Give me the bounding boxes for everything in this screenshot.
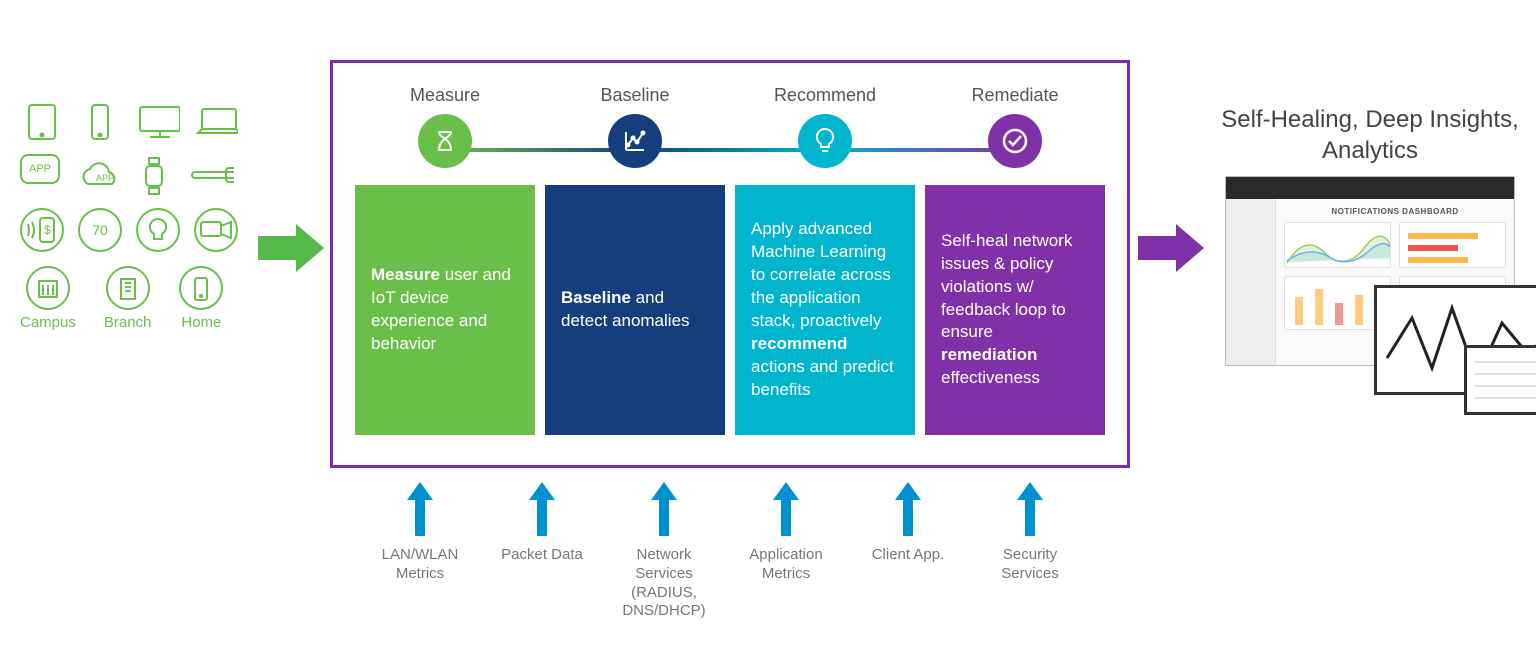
card-remediate: Self-heal network issues & policy violat… xyxy=(925,185,1105,435)
ingest-item: Security Services xyxy=(975,480,1085,621)
ingest-label: Network Services (RADIUS, DNS/DHCP) xyxy=(609,546,719,621)
ingest-item: Packet Data xyxy=(487,480,597,621)
stage-label: Recommend xyxy=(774,85,876,106)
card-recommend: Apply advanced Machine Learning to corre… xyxy=(735,185,915,435)
ingest-label: Security Services xyxy=(975,546,1085,584)
ingest-label: Application Metrics xyxy=(731,546,841,584)
up-arrow-icon xyxy=(1015,480,1045,540)
location-branch: Branch xyxy=(104,266,152,331)
ingest-item: LAN/WLAN Metrics xyxy=(365,480,475,621)
up-arrow-icon xyxy=(527,480,557,540)
flow-arrow-out-icon xyxy=(1138,218,1208,278)
overlay-small-icon xyxy=(1464,345,1536,415)
card-bold: Measure xyxy=(371,265,440,284)
svg-text:APP: APP xyxy=(96,173,114,183)
ingest-item: Client App. xyxy=(853,480,963,621)
location-label: Home xyxy=(181,314,221,331)
card-measure: Measure user and IoT device experience a… xyxy=(355,185,535,435)
hourglass-icon xyxy=(418,114,472,168)
device-icon-cluster: APP APP $ 70 Campus Branch Home xyxy=(20,100,250,331)
output-panel: Self-Healing, Deep Insights, Analytics N… xyxy=(1220,104,1520,366)
card-text: effectiveness xyxy=(941,368,1040,387)
svg-text:$: $ xyxy=(44,223,51,237)
ingest-label: LAN/WLAN Metrics xyxy=(365,546,475,584)
card-row: Measure user and IoT device experience a… xyxy=(355,185,1105,435)
mini-chart-icon xyxy=(1284,222,1391,268)
up-arrow-icon xyxy=(893,480,923,540)
laptop-icon xyxy=(194,100,238,144)
location-label: Branch xyxy=(104,314,152,331)
glasses-icon xyxy=(190,154,234,198)
output-title: Self-Healing, Deep Insights, Analytics xyxy=(1220,104,1520,166)
tablet-icon xyxy=(20,100,64,144)
mini-chart-icon xyxy=(1399,222,1506,268)
ingest-label: Client App. xyxy=(872,546,945,565)
location-home: Home xyxy=(179,266,223,331)
phone-icon xyxy=(78,100,122,144)
check-icon xyxy=(988,114,1042,168)
card-text: Apply advanced Machine Learning to corre… xyxy=(751,219,891,330)
up-arrow-icon xyxy=(405,480,435,540)
stage-measure: Measure xyxy=(385,85,505,168)
stage-label: Baseline xyxy=(600,85,669,106)
dashboard-mockup: NOTIFICATIONS DASHBOARD xyxy=(1225,176,1515,366)
process-container: Measure Baseline Recommend Remediate xyxy=(330,60,1130,468)
stage-remediate: Remediate xyxy=(955,85,1075,168)
chart-icon xyxy=(608,114,662,168)
payment-phone-icon: $ xyxy=(20,208,64,252)
stage-row: Measure Baseline Recommend Remediate xyxy=(355,81,1105,171)
ingest-item: Network Services (RADIUS, DNS/DHCP) xyxy=(609,480,719,621)
thermostat-icon: 70 xyxy=(78,208,122,252)
cloud-app-icon: APP xyxy=(74,154,118,198)
stage-connector xyxy=(445,139,1015,143)
card-text: actions and predict benefits xyxy=(751,357,894,399)
smart-bulb-icon xyxy=(136,208,180,252)
card-text: Self-heal network issues & policy violat… xyxy=(941,231,1072,342)
ingest-item: Application Metrics xyxy=(731,480,841,621)
card-baseline: Baseline and detect anomalies xyxy=(545,185,725,435)
card-bold: Baseline xyxy=(561,288,631,307)
card-bold: recommend xyxy=(751,334,847,353)
card-bold: remediation xyxy=(941,345,1037,364)
up-arrow-icon xyxy=(649,480,679,540)
location-campus: Campus xyxy=(20,266,76,331)
up-arrow-icon xyxy=(771,480,801,540)
location-label: Campus xyxy=(20,314,76,331)
stage-label: Remediate xyxy=(971,85,1058,106)
dashboard-title: NOTIFICATIONS DASHBOARD xyxy=(1284,207,1506,216)
camera-icon xyxy=(194,208,238,252)
ingest-label: Packet Data xyxy=(501,546,583,565)
ingest-row: LAN/WLAN Metrics Packet Data Network Ser… xyxy=(365,480,1085,621)
bulb-icon xyxy=(798,114,852,168)
stage-baseline: Baseline xyxy=(575,85,695,168)
monitor-icon xyxy=(136,100,180,144)
flow-arrow-in-icon xyxy=(258,218,328,278)
stage-recommend: Recommend xyxy=(765,85,885,168)
app-badge-icon: APP xyxy=(20,154,60,184)
stage-label: Measure xyxy=(410,85,480,106)
watch-icon xyxy=(132,154,176,198)
